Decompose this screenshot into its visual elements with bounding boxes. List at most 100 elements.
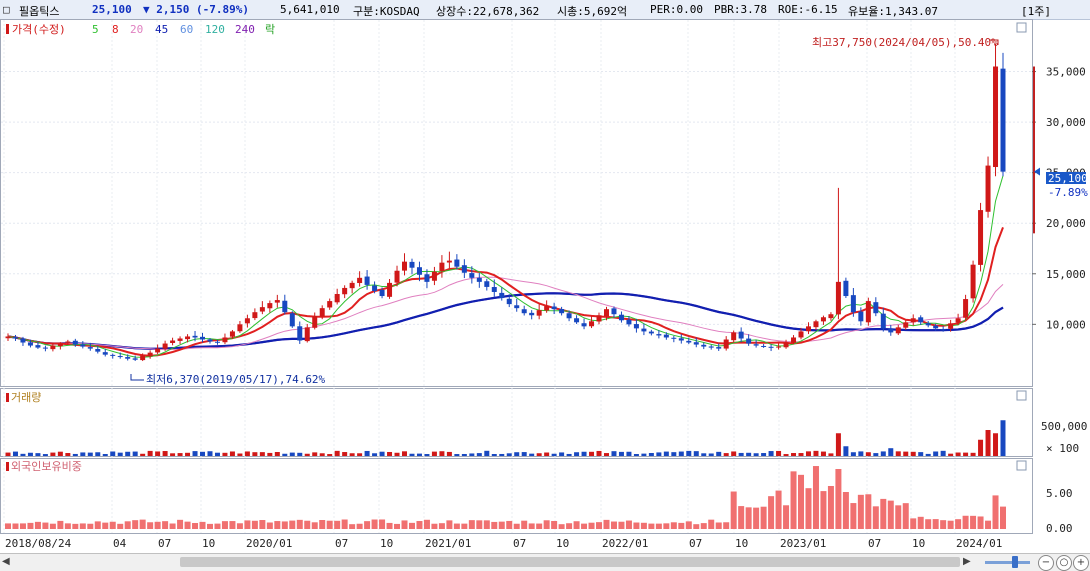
foreign-ratio-bar — [386, 522, 393, 529]
foreign-ratio-bar — [431, 523, 438, 529]
volume-bar — [701, 453, 707, 456]
candle-body — [334, 294, 340, 303]
volume-title: 거래량 — [11, 391, 41, 404]
foreign-ratio-bar — [491, 521, 498, 529]
date-axis: 2018/08/24 04 07 10 2020/01 07 10 2021/01 07 10 20… — [5, 537, 1002, 550]
volume-bar — [761, 453, 767, 456]
candle-body — [671, 337, 677, 339]
foreign-ratio-bar — [820, 491, 827, 529]
foreign-ratio-bar — [109, 521, 116, 529]
date-label: 07 — [513, 537, 526, 550]
candle-body — [177, 338, 183, 341]
candle-body — [312, 316, 318, 328]
candle-body — [626, 319, 632, 325]
zoom-in-icon[interactable]: + — [1073, 555, 1089, 571]
foreign-ratio-bars — [5, 466, 1006, 529]
foreign-ratio-bar — [244, 520, 251, 529]
foreign-ratio-bar — [536, 523, 543, 529]
foreign-ratio-bar — [910, 518, 917, 529]
foreign-ratio-bar — [625, 520, 632, 529]
foreign-ratio-bar — [416, 521, 423, 529]
volume-bar — [589, 451, 595, 456]
candle-body — [798, 331, 804, 338]
foreign-ratio-bar — [850, 503, 857, 529]
foreign-ratio-bar — [266, 522, 273, 529]
per-value: PER:0.00 — [650, 3, 703, 16]
candle-body — [207, 339, 213, 342]
volume-bar — [708, 453, 714, 456]
foreign-ratio-bar — [401, 520, 408, 529]
high-arrow — [989, 39, 999, 45]
candle-body — [858, 311, 864, 322]
foreign-ratio-bar — [970, 515, 977, 529]
zoom-slider[interactable] — [985, 561, 1030, 564]
foreign-title: 외국인보유비중 — [11, 460, 82, 473]
legend-price: 가격(수정) — [12, 23, 66, 36]
volume-bar — [596, 450, 602, 456]
candle-body — [476, 277, 482, 282]
candle-body — [394, 270, 400, 283]
panel-menu-icon — [1016, 22, 1027, 33]
candle-body — [222, 337, 228, 343]
reserve-ratio: 유보율:1,343.07 — [848, 5, 938, 18]
foreign-ratio-bar — [453, 523, 460, 529]
foreign-ratio-bar — [558, 524, 565, 529]
scroll-left-arrow[interactable]: ◀ — [2, 556, 10, 567]
foreign-ratio-bar — [57, 520, 64, 529]
volume-bar — [125, 451, 131, 456]
candle-body — [805, 326, 811, 332]
price-panel[interactable] — [0, 19, 1033, 387]
volume-bar — [978, 439, 984, 456]
price-candles — [5, 43, 1006, 362]
candle-body — [20, 338, 26, 343]
foreign-ratio-bar — [49, 523, 56, 529]
volume-bar — [372, 453, 378, 456]
volume-bar — [469, 453, 475, 456]
candle-body — [656, 334, 662, 336]
volume-bar — [648, 452, 654, 456]
volume-bar — [72, 453, 78, 456]
volume-bar — [12, 451, 18, 456]
candle-body — [708, 346, 714, 348]
candle-body — [873, 302, 879, 314]
grid-lines — [1, 20, 1032, 533]
chart-scrollbar[interactable]: ◀ ▶ − ○ + — [0, 553, 1090, 571]
stock-name[interactable]: 필옵틱스 — [19, 5, 60, 18]
scroll-right-arrow[interactable]: ▶ — [963, 556, 971, 567]
volume-bar — [521, 452, 527, 456]
volume-bar — [746, 452, 752, 456]
volume-bar — [439, 451, 445, 456]
candle-body — [903, 322, 909, 328]
foreign-ratio-bar — [169, 523, 176, 529]
candle-body — [349, 282, 355, 289]
volume-panel[interactable] — [0, 388, 1033, 457]
volume-bar — [237, 453, 243, 456]
checkbox-icon[interactable]: □ — [3, 3, 10, 16]
candle-body — [42, 347, 48, 349]
market-cap: 시총:5,692억 — [557, 5, 628, 18]
foreign-ratio-bar — [670, 522, 677, 529]
zoom-reset-icon[interactable]: ○ — [1056, 555, 1072, 571]
candle-body — [985, 165, 991, 212]
volume-bar — [985, 430, 991, 456]
period-button[interactable]: [1주] — [1021, 5, 1051, 18]
volume-bar — [185, 452, 191, 456]
candle-body — [955, 318, 961, 323]
scroll-thumb[interactable] — [180, 557, 960, 567]
candle-body — [589, 321, 595, 327]
volume-bar — [903, 451, 909, 456]
foreign-ratio-bar — [663, 523, 670, 529]
foreign-ratio-bar — [708, 519, 715, 529]
price-tick-label: 35,000 — [1046, 66, 1086, 79]
candle-body — [319, 308, 325, 317]
volume-bar — [499, 453, 505, 456]
volume-bar — [910, 451, 916, 456]
foreign-ratio-bar — [753, 507, 760, 529]
zoom-out-icon[interactable]: − — [1038, 555, 1054, 571]
foreign-ratio-bar — [371, 519, 378, 529]
date-label: 07 — [868, 537, 881, 550]
volume-bar — [35, 453, 41, 456]
volume-bar — [798, 453, 804, 456]
zoom-slider-knob[interactable] — [1012, 556, 1018, 568]
